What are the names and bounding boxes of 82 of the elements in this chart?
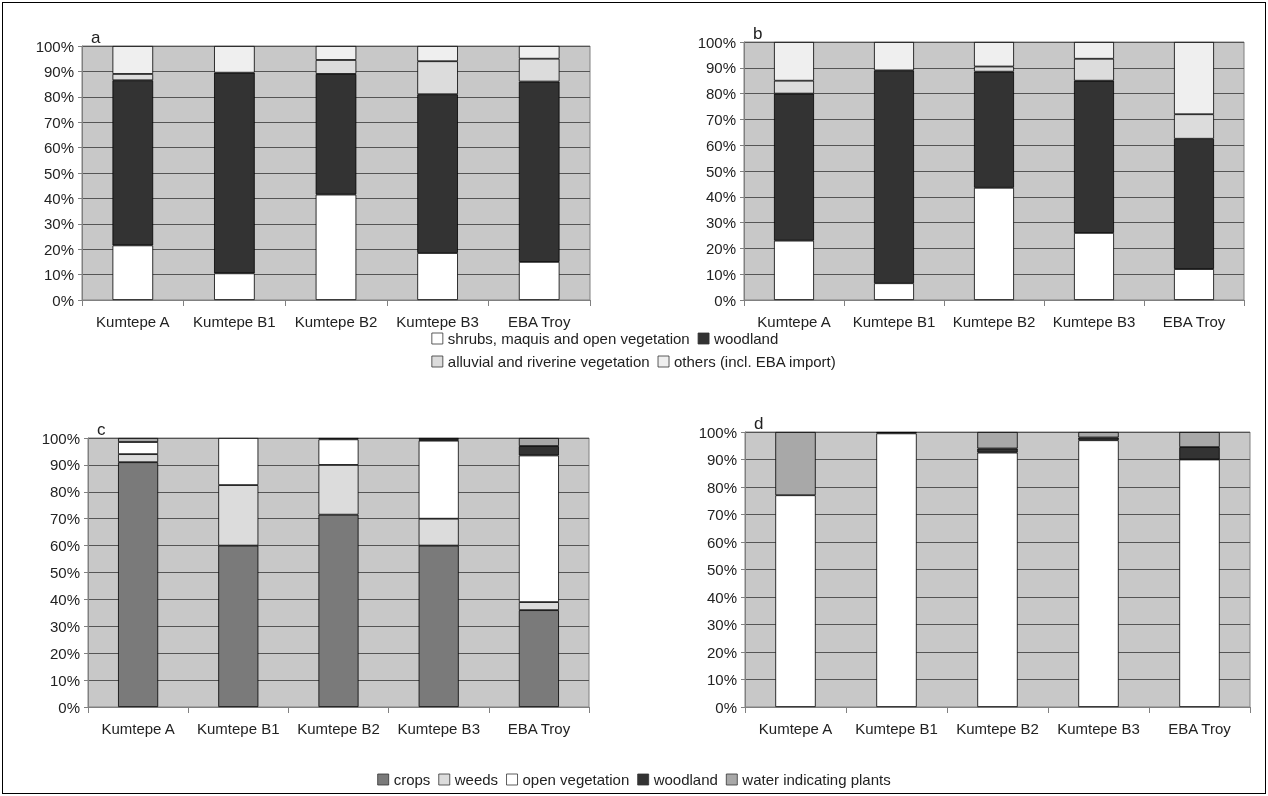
- y-tick-label: 10%: [705, 265, 736, 283]
- x-tick-label: EBA Troy: [1162, 313, 1226, 330]
- y-tick-label: 90%: [43, 62, 74, 80]
- legend-label: open vegetation: [522, 771, 630, 788]
- y-tick-label: 60%: [43, 139, 74, 157]
- x-tick-label: Kumtepe B3: [1052, 313, 1136, 330]
- y-tick-label: 40%: [705, 188, 736, 206]
- y-tick-label: 10%: [49, 671, 80, 689]
- y-tick-label: 30%: [49, 617, 80, 635]
- x-tick-label: Kumtepe A: [101, 720, 175, 737]
- bar: [876, 433, 917, 707]
- y-tick-label: 100%: [41, 429, 80, 447]
- legend-label: water indicating plants: [741, 771, 891, 788]
- chart-title: c: [97, 420, 106, 439]
- y-tick-label: 20%: [705, 239, 736, 257]
- legend-label: crops: [393, 771, 431, 788]
- y-tick-label: 90%: [706, 451, 737, 468]
- chart-title: d: [754, 414, 764, 433]
- legend-label: woodland: [713, 330, 779, 347]
- x-tick-label: Kumtepe B2: [956, 720, 1039, 737]
- y-tick-label: 30%: [43, 215, 74, 233]
- bar: [977, 452, 1018, 707]
- legend-label: weeds: [453, 771, 499, 788]
- y-tick-label: 0%: [715, 698, 737, 716]
- x-tick-label: Kumtepe B1: [855, 720, 938, 737]
- y-tick-label: 50%: [49, 564, 80, 581]
- y-tick-label: 100%: [697, 33, 736, 51]
- y-tick-label: 70%: [705, 110, 736, 128]
- x-tick-label: Kumtepe A: [758, 720, 833, 737]
- x-tick-label: EBA Troy: [507, 720, 571, 737]
- bar: [1078, 440, 1119, 707]
- y-tick-label: 40%: [49, 590, 80, 608]
- y-tick-label: 70%: [706, 506, 737, 523]
- y-tick-label: 0%: [52, 291, 74, 309]
- y-tick-label: 100%: [698, 423, 737, 441]
- y-tick-label: 50%: [705, 162, 736, 180]
- x-tick-label: Kumtepe B1: [197, 720, 280, 737]
- y-tick-label: 20%: [49, 644, 80, 662]
- x-tick-label: Kumtepe B3: [1057, 720, 1140, 737]
- x-tick-label: EBA Troy: [507, 313, 571, 330]
- bar: [1078, 432, 1119, 438]
- y-tick-label: 80%: [43, 88, 74, 106]
- x-tick-label: Kumtepe A: [757, 313, 831, 330]
- y-tick-label: 30%: [705, 214, 736, 232]
- chart-title: b: [753, 24, 763, 43]
- y-tick-label: 60%: [706, 533, 737, 551]
- legend-label: alluvial and riverine vegetation: [447, 353, 650, 370]
- x-tick-label: Kumtepe A: [96, 313, 170, 330]
- y-tick-label: 40%: [706, 588, 737, 606]
- x-tick-label: Kumtepe B1: [193, 313, 276, 330]
- y-tick-label: 20%: [43, 240, 74, 258]
- y-tick-label: 10%: [43, 266, 74, 284]
- y-tick-label: 20%: [706, 643, 737, 661]
- y-tick-label: 90%: [705, 59, 736, 77]
- chart-title: a: [91, 28, 101, 47]
- x-tick-label: Kumtepe B2: [294, 313, 378, 330]
- x-tick-label: Kumtepe B2: [297, 720, 380, 737]
- y-tick-label: 100%: [35, 37, 74, 55]
- y-tick-label: 40%: [43, 189, 74, 207]
- x-tick-label: EBA Troy: [1168, 720, 1232, 737]
- y-tick-label: 50%: [706, 561, 737, 578]
- x-tick-label: Kumtepe B3: [397, 720, 480, 737]
- y-tick-label: 0%: [58, 698, 80, 716]
- y-tick-label: 70%: [43, 113, 74, 131]
- y-tick-label: 80%: [49, 483, 80, 501]
- y-tick-label: 80%: [705, 85, 736, 103]
- y-tick-label: 60%: [705, 136, 736, 154]
- x-tick-label: Kumtepe B2: [952, 313, 1036, 330]
- legend-label: woodland: [652, 771, 718, 788]
- y-tick-label: 50%: [43, 164, 74, 182]
- x-tick-label: Kumtepe B3: [396, 313, 479, 330]
- x-tick-label: Kumtepe B1: [852, 313, 936, 330]
- y-tick-label: 0%: [714, 291, 736, 309]
- y-tick-label: 60%: [49, 537, 80, 555]
- y-tick-label: 70%: [49, 510, 80, 528]
- legend-label: others (incl. EBA import): [674, 353, 836, 370]
- legend-label: shrubs, maquis and open vegetation: [447, 330, 690, 347]
- y-tick-label: 90%: [49, 456, 80, 474]
- y-tick-label: 80%: [706, 478, 737, 496]
- y-tick-label: 10%: [706, 671, 737, 688]
- y-tick-label: 30%: [706, 616, 737, 633]
- bar: [977, 432, 1018, 449]
